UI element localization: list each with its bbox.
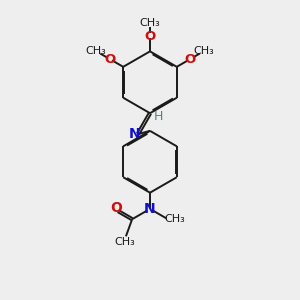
Text: CH₃: CH₃ bbox=[85, 46, 106, 56]
Text: H: H bbox=[154, 110, 163, 123]
Text: O: O bbox=[104, 53, 116, 66]
Text: O: O bbox=[144, 30, 156, 43]
Text: N: N bbox=[144, 202, 156, 216]
Text: CH₃: CH₃ bbox=[140, 18, 160, 28]
Text: O: O bbox=[184, 53, 196, 66]
Text: N: N bbox=[128, 127, 140, 141]
Text: CH₃: CH₃ bbox=[194, 46, 214, 56]
Text: CH₃: CH₃ bbox=[114, 237, 135, 247]
Text: O: O bbox=[111, 201, 123, 214]
Text: CH₃: CH₃ bbox=[165, 214, 186, 224]
